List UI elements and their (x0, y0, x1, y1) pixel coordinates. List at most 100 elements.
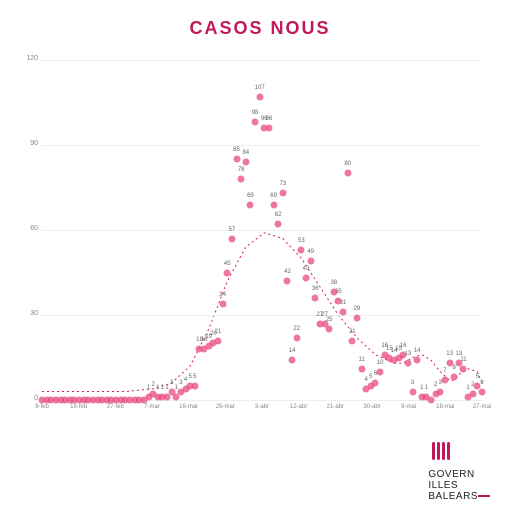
logo-block: GOVERN ILLES BALEARS (428, 440, 490, 502)
y-axis-label: 30 (20, 310, 38, 317)
x-axis-label: 9-feb (35, 404, 49, 410)
data-point (372, 380, 379, 387)
data-point-label: 5 (369, 374, 372, 380)
data-point-label: 96 (266, 116, 273, 122)
data-point (256, 93, 263, 100)
data-point-label: 5 (193, 374, 196, 380)
gridline (42, 315, 482, 316)
logo-accent-icon (478, 495, 490, 497)
data-point (270, 201, 277, 208)
x-axis-label: 18-feb (70, 404, 87, 410)
data-point (228, 235, 235, 242)
data-point (312, 295, 319, 302)
data-point-label: 42 (284, 269, 291, 275)
x-axis-label: 30-abr (363, 404, 380, 410)
data-point (326, 326, 333, 333)
data-point-label: 29 (354, 306, 361, 312)
data-point (293, 334, 300, 341)
data-point-label: 3 (480, 380, 483, 386)
data-point (441, 377, 448, 384)
data-point (298, 246, 305, 253)
data-point-label: 69 (247, 193, 254, 199)
y-axis-label: 90 (20, 140, 38, 147)
data-point (344, 170, 351, 177)
data-point (414, 357, 421, 364)
x-axis-label: 25-mar (216, 404, 235, 410)
data-point-label: 49 (307, 249, 314, 255)
data-point (353, 314, 360, 321)
chart-container: { "title": "CASOS NOUS", "title_color": … (0, 0, 520, 520)
data-point-label: 21 (349, 329, 356, 335)
data-point-label: 1 (156, 385, 159, 391)
gridline (42, 145, 482, 146)
x-axis-label: 12-abr (290, 404, 307, 410)
data-point-label: 11 (460, 357, 466, 363)
data-point-label: 2 (151, 382, 154, 388)
data-point-label: 3 (170, 380, 173, 386)
data-point (242, 159, 249, 166)
data-point-label: 5 (189, 374, 192, 380)
data-point-label: 38 (330, 280, 337, 286)
data-point-label: 57 (229, 227, 236, 233)
data-point (247, 201, 254, 208)
x-axis-label: 27-mai (473, 404, 491, 410)
data-point (377, 368, 384, 375)
data-point (233, 156, 240, 163)
gridline (42, 60, 482, 61)
data-point (238, 176, 245, 183)
data-point-label: 85 (233, 147, 240, 153)
data-point (219, 300, 226, 307)
data-point-label: 2 (434, 382, 437, 388)
data-point-label: 36 (312, 286, 319, 292)
data-point-label: 43 (303, 266, 310, 272)
data-point-label: 84 (242, 150, 249, 156)
data-point (358, 365, 365, 372)
x-axis-label: 18-mai (436, 404, 454, 410)
data-point (479, 388, 486, 395)
data-point-label: 1 (161, 385, 164, 391)
data-point-label: 45 (224, 261, 231, 267)
govern-shield-icon (428, 440, 456, 462)
data-point-label: 16 (400, 343, 407, 349)
x-axis-label: 7-mar (144, 404, 160, 410)
data-point-label: 21 (215, 329, 222, 335)
data-point-label: 62 (275, 212, 282, 218)
y-axis-label: 60 (20, 225, 38, 232)
logo-line1: GOVERN (428, 469, 490, 480)
data-point-label: 13 (405, 351, 412, 357)
x-axis-label: 16-mar (179, 404, 198, 410)
data-point-label: 25 (326, 317, 333, 323)
data-point (289, 357, 296, 364)
data-point (215, 337, 222, 344)
data-point-label: 1 (466, 385, 469, 391)
data-point-label: 4 (184, 377, 187, 383)
data-point-label: 73 (279, 181, 286, 187)
data-point (469, 391, 476, 398)
data-point-label: 4 (365, 377, 368, 383)
data-point-label: 22 (293, 326, 300, 332)
data-point (224, 269, 231, 276)
data-point-label: 1 (147, 385, 150, 391)
data-point-label: 107 (255, 85, 265, 91)
data-point-label: 13 (446, 351, 453, 357)
x-axis-label: 21-abr (327, 404, 344, 410)
logo-line2: ILLES (428, 480, 490, 491)
data-point-label: 34 (219, 292, 226, 298)
data-point-label: 8 (453, 365, 456, 371)
data-point (460, 365, 467, 372)
data-point-label: 35 (335, 289, 342, 295)
data-point (307, 258, 314, 265)
data-point-label: 5 (476, 374, 479, 380)
data-point-label: 31 (340, 300, 347, 306)
data-point-label: 69 (270, 193, 277, 199)
data-point (275, 221, 282, 228)
data-point-label: 98 (252, 110, 259, 116)
logo-text: GOVERN ILLES BALEARS (428, 469, 490, 502)
y-axis-label: 120 (20, 55, 38, 62)
chart-title: CASOS NOUS (0, 0, 520, 39)
data-point (404, 360, 411, 367)
data-point (284, 278, 291, 285)
data-point (252, 119, 259, 126)
data-point (191, 382, 198, 389)
x-axis-label: 9-mai (401, 404, 416, 410)
